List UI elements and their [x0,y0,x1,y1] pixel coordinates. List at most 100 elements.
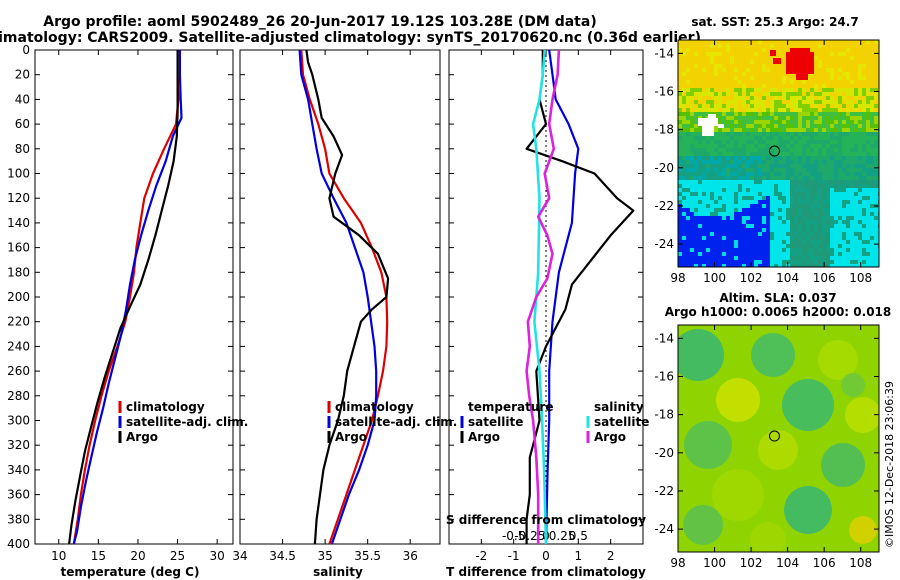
sst-cell [818,228,822,232]
sst-cell [738,124,742,128]
sst-cell [738,144,742,148]
sst-warm-patch [796,74,808,80]
sst-cell [858,256,862,260]
sst-cell [842,68,846,72]
sst-cell [682,196,686,200]
sst-cell [698,228,702,232]
sst-cell [714,180,718,184]
sst-cell [734,256,738,260]
sst-cell [822,232,826,236]
sst-cell [834,192,838,196]
sst-cell [774,180,778,184]
sst-cell [726,204,730,208]
sst-cell [710,224,714,228]
sst-cell [706,80,710,84]
sst-cell [702,248,706,252]
sst-cell [682,248,686,252]
sst-cell [694,224,698,228]
sst-cell [810,100,814,104]
sst-cell [758,248,762,252]
sst-cell [702,76,706,80]
sst-cell [738,108,742,112]
sst-cell [802,100,806,104]
sst-cell [870,104,874,108]
sst-cell [806,216,810,220]
sst-cell [854,216,858,220]
sst-cell [726,244,730,248]
sst-cell [730,60,734,64]
sst-cell [678,72,682,76]
sst-cell [770,188,774,192]
sst-cell [778,144,782,148]
sst-cell [806,128,810,132]
sst-cell [794,176,798,180]
sst-cell [690,96,694,100]
sst-cell [830,112,834,116]
sst-cell [810,176,814,180]
sst-cell [774,248,778,252]
sst-cell [774,128,778,132]
sst-cell [830,188,834,192]
sst-cell [842,48,846,52]
sst-cell [790,92,794,96]
sst-cell [810,264,814,267]
sst-cell [842,76,846,80]
sst-cell [778,256,782,260]
sst-cell [858,92,862,96]
sst-cell [714,164,718,168]
sst-cell [786,96,790,100]
sst-cell [742,212,746,216]
sst-cell [874,80,878,84]
sst-cell [726,264,730,267]
sst-cell [730,104,734,108]
sst-cell [746,176,750,180]
sst-cell [730,256,734,260]
sst-cell [718,240,722,244]
sst-cell [742,88,746,92]
sst-cell [762,64,766,68]
sst-cell [774,120,778,124]
map-y-tick-label: -18 [654,408,674,422]
sst-cell [842,192,846,196]
sst-cell [754,144,758,148]
sst-cell [790,208,794,212]
sst-cell [678,256,682,260]
sst-cell [798,232,802,236]
sst-cell [782,160,786,164]
sst-cell [806,240,810,244]
sst-cell [718,168,722,172]
sst-cell [766,152,770,156]
sst-cell [818,68,822,72]
sst-cell [826,40,830,44]
sla-blob [678,329,724,381]
sst-cell [738,52,742,56]
sst-cell [758,232,762,236]
sst-cell [694,204,698,208]
sst-cell [754,248,758,252]
sst-cell [870,132,874,136]
sst-cell [858,120,862,124]
sst-cell [750,180,754,184]
sst-cell [758,112,762,116]
sst-cell [702,252,706,256]
sst-cell [750,176,754,180]
sst-cell [782,224,786,228]
sst-cell [690,100,694,104]
sst-cell [710,72,714,76]
sst-cell [858,140,862,144]
sst-cell [754,176,758,180]
sst-cell [774,212,778,216]
sst-cell [750,100,754,104]
sst-cell [746,76,750,80]
sst-cell [794,244,798,248]
sst-cell [698,200,702,204]
sst-cell [802,204,806,208]
sst-cell [734,228,738,232]
sst-cell [686,180,690,184]
sst-cell [686,68,690,72]
sst-cell [810,212,814,216]
sst-cell [758,168,762,172]
sst-cell [722,116,726,120]
sst-cell [858,172,862,176]
sst-cell [818,96,822,100]
